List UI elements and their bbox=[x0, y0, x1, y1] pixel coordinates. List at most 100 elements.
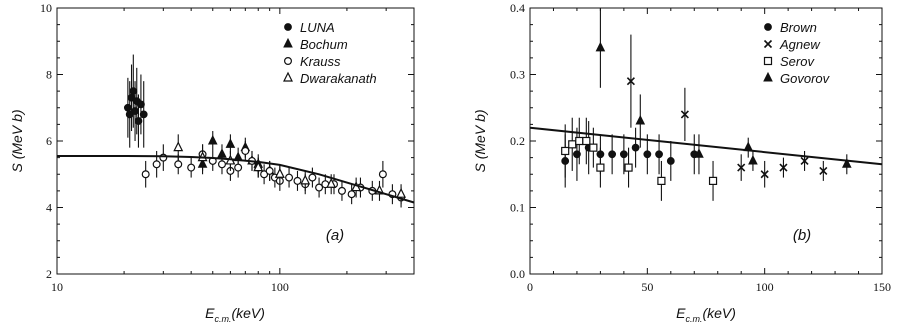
y-tick-label-a-3: 8 bbox=[46, 68, 52, 82]
x-axis-label-unit-b: (keV) bbox=[702, 305, 735, 321]
y-tick-label-b-3: 0.3 bbox=[510, 68, 525, 82]
data-point-b-1-2 bbox=[737, 163, 746, 172]
x-axis-label-sub-a: c.m. bbox=[214, 314, 231, 324]
x-axis-label-main-a: E bbox=[205, 305, 215, 321]
data-point-b-1-0 bbox=[626, 77, 635, 86]
data-point-b-0-1 bbox=[573, 150, 581, 159]
data-point-a-2-18 bbox=[293, 176, 302, 185]
legend-marker-a-2 bbox=[284, 56, 293, 65]
data-point-a-3-0 bbox=[173, 141, 184, 152]
data-point-a-2-4 bbox=[187, 163, 196, 172]
legend-label-a-0: LUNA bbox=[300, 20, 335, 35]
data-point-b-2-2 bbox=[575, 136, 584, 146]
x-tick-label-b-0: 0 bbox=[527, 280, 533, 294]
data-point-b-2-1 bbox=[568, 140, 577, 149]
chart-panel-b: 0 50 100 150 0.0 0.1 0.2 0.3 0.4 Brown Agnew Serov… bbox=[472, 1, 891, 324]
legend-marker-a-0 bbox=[284, 23, 292, 31]
tick-labels-a: 10 100 2 4 6 8 10 bbox=[40, 1, 289, 294]
data-point-a-2-0 bbox=[141, 170, 150, 179]
data-point-a-0-8 bbox=[139, 110, 148, 119]
x-axis-label-b: Ec.m.(keV) bbox=[676, 305, 736, 324]
data-point-a-0-7 bbox=[137, 100, 145, 109]
legend-label-b-1: Agnew bbox=[779, 37, 821, 52]
data-point-a-2-9 bbox=[234, 163, 243, 172]
x-axis-label-a: Ec.m.(keV) bbox=[205, 305, 265, 324]
data-point-b-2-5 bbox=[596, 163, 605, 172]
legend-marker-b-2 bbox=[763, 56, 773, 66]
data-point-b-2-4 bbox=[589, 143, 598, 152]
data-point-a-0-6 bbox=[134, 117, 143, 125]
data-point-b-2-3 bbox=[582, 136, 591, 146]
legend-marker-a-1 bbox=[283, 37, 293, 48]
y-tick-label-b-4: 0.4 bbox=[510, 1, 525, 15]
fit-curve-a bbox=[57, 155, 415, 204]
data-point-a-3-4 bbox=[274, 167, 285, 178]
data-point-a-2-3 bbox=[174, 160, 183, 169]
y-tick-label-b-1: 0.1 bbox=[510, 201, 525, 215]
x-tick-label-a-1: 100 bbox=[271, 280, 289, 294]
data-point-a-2-10 bbox=[241, 146, 250, 155]
x-axis-label-unit-a: (keV) bbox=[231, 305, 264, 321]
legend-b: Brown Agnew Serov Govorov bbox=[763, 20, 831, 86]
data-point-b-3-1 bbox=[635, 114, 646, 125]
legend-label-b-2: Serov bbox=[780, 54, 815, 69]
legend-label-a-3: Dwarakanath bbox=[300, 71, 377, 86]
y-tick-label-a-2: 6 bbox=[46, 134, 52, 148]
data-point-a-3-9 bbox=[396, 187, 407, 198]
legend-marker-b-3 bbox=[763, 71, 773, 82]
tick-marks-b bbox=[529, 7, 883, 275]
legend-marker-a-3 bbox=[283, 71, 293, 82]
data-point-a-0-4 bbox=[131, 107, 139, 115]
fit-curve-b bbox=[529, 126, 883, 166]
data-point-a-0-3 bbox=[129, 87, 138, 96]
tick-labels-b: 0 50 100 150 0.0 0.1 0.2 0.3 0.4 bbox=[510, 1, 891, 294]
legend-a: LUNA Bochum Krauss Dwarakanath bbox=[283, 20, 377, 86]
data-point-a-1-3 bbox=[225, 138, 236, 148]
data-point-b-3-2 bbox=[694, 148, 704, 158]
x-axis-label-main-b: E bbox=[676, 305, 686, 321]
data-point-b-0-5 bbox=[619, 150, 628, 159]
x-tick-label-b-3: 150 bbox=[873, 280, 891, 294]
x-tick-label-b-2: 100 bbox=[756, 280, 774, 294]
data-point-b-1-6 bbox=[819, 166, 828, 175]
y-tick-label-b-2: 0.2 bbox=[510, 134, 525, 148]
panel-label-a: (a) bbox=[326, 227, 344, 244]
data-point-b-0-6 bbox=[631, 143, 640, 152]
data-point-a-2-20 bbox=[308, 173, 317, 182]
legend-label-b-0: Brown bbox=[780, 20, 817, 35]
legend-label-b-3: Govorov bbox=[780, 71, 831, 86]
legend-label-a-1: Bochum bbox=[300, 37, 348, 52]
data-point-b-3-0 bbox=[595, 41, 606, 52]
data-point-b-3-5 bbox=[841, 158, 852, 168]
y-tick-label-b-0: 0.0 bbox=[510, 267, 525, 281]
data-point-a-2-24 bbox=[337, 186, 346, 195]
data-point-b-2-8 bbox=[708, 176, 718, 185]
y-axis-label-b: S (MeV b) bbox=[472, 109, 488, 172]
data-point-b-0-9 bbox=[666, 157, 675, 165]
y-tick-label-a-0: 2 bbox=[46, 267, 52, 281]
y-axis-label-a: S (MeV b) bbox=[9, 109, 25, 172]
tick-marks-a bbox=[56, 7, 414, 275]
data-point-a-2-2 bbox=[159, 153, 168, 162]
data-point-b-0-7 bbox=[643, 150, 652, 159]
legend-marker-b-0 bbox=[764, 23, 772, 31]
data-point-a-2-14 bbox=[265, 166, 274, 175]
data-point-a-2-21 bbox=[315, 183, 324, 192]
y-tick-label-a-1: 4 bbox=[46, 201, 52, 215]
data-point-b-1-3 bbox=[760, 170, 769, 179]
data-point-b-0-8 bbox=[655, 150, 663, 159]
y-tick-label-a-4: 10 bbox=[40, 1, 52, 15]
data-point-a-3-3 bbox=[253, 161, 264, 172]
plot-frame-a bbox=[56, 7, 415, 275]
x-tick-label-b-1: 50 bbox=[641, 280, 653, 294]
data-point-a-2-1 bbox=[152, 160, 161, 169]
data-point-b-2-6 bbox=[624, 163, 633, 172]
data-point-a-2-25 bbox=[347, 190, 356, 199]
data-point-b-3-4 bbox=[748, 154, 758, 165]
data-point-b-0-4 bbox=[608, 150, 617, 159]
x-tick-label-a-0: 10 bbox=[51, 280, 63, 294]
data-point-a-3-6 bbox=[326, 177, 337, 188]
data-point-b-1-5 bbox=[800, 156, 809, 166]
